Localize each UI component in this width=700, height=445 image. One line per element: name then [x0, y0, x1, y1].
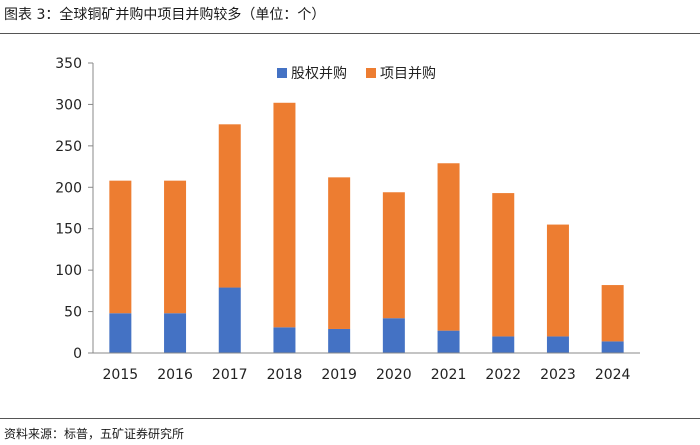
x-tick-label: 2018: [267, 367, 303, 383]
legend-swatch-equity: [277, 68, 287, 78]
y-tick-label: 0: [73, 346, 82, 362]
x-tick-label: 2019: [321, 367, 357, 383]
x-tick-label: 2022: [485, 367, 521, 383]
bar-equity-2020: [382, 318, 405, 353]
x-axis: 2015 2016 2017 2018 2019 2020 2021 2022 2023 2024: [93, 352, 640, 383]
x-tick-label: 2017: [212, 367, 248, 383]
bar-equity-2016: [164, 313, 187, 353]
bar-equity-2017: [218, 287, 241, 353]
bar-project-2024: [601, 285, 624, 342]
y-tick-label: 300: [55, 97, 82, 113]
bar-equity-2015: [109, 313, 132, 353]
bar-project-2021: [437, 163, 460, 331]
top-rule: [0, 33, 700, 34]
bar-equity-2024: [601, 341, 624, 353]
legend-label-project: 项目并购: [380, 66, 436, 82]
bar-project-2016: [164, 180, 187, 314]
x-tick-label: 2020: [376, 367, 412, 383]
bar-project-2023: [546, 224, 569, 337]
x-tick-label: 2021: [431, 367, 467, 383]
legend: 股权并购 项目并购: [277, 66, 436, 82]
source-note: 资料来源：标普，五矿证券研究所: [4, 427, 185, 441]
bar-equity-2019: [328, 328, 351, 353]
y-tick-label: 250: [55, 139, 82, 155]
bar-project-2020: [382, 192, 405, 319]
y-axis: 0 50 100 150 200 250 300 350: [55, 56, 94, 362]
x-tick-label: 2016: [157, 367, 193, 383]
bar-project-2015: [109, 180, 132, 314]
bar-project-2019: [328, 177, 351, 329]
legend-swatch-project: [366, 68, 376, 78]
x-tick-label: 2023: [540, 367, 576, 383]
bar-equity-2018: [273, 327, 296, 353]
bar-equity-2021: [437, 330, 460, 353]
x-tick-label: 2015: [103, 367, 139, 383]
bar-project-2017: [218, 124, 241, 288]
bars: [109, 102, 624, 353]
x-tick-label: 2024: [595, 367, 631, 383]
legend-label-equity: 股权并购: [291, 66, 347, 82]
y-tick-label: 150: [55, 222, 82, 238]
y-tick-label: 50: [64, 305, 82, 321]
bar-equity-2022: [492, 336, 515, 353]
y-tick-label: 350: [55, 56, 82, 72]
bar-equity-2023: [546, 336, 569, 353]
bar-project-2018: [273, 102, 296, 328]
y-tick-label: 200: [55, 180, 82, 196]
figure-title: 图表 3：全球铜矿并购中项目并购较多（单位：个）: [4, 7, 326, 23]
bar-project-2022: [492, 193, 515, 337]
bottom-rule: [0, 418, 700, 419]
y-tick-label: 100: [55, 263, 82, 279]
